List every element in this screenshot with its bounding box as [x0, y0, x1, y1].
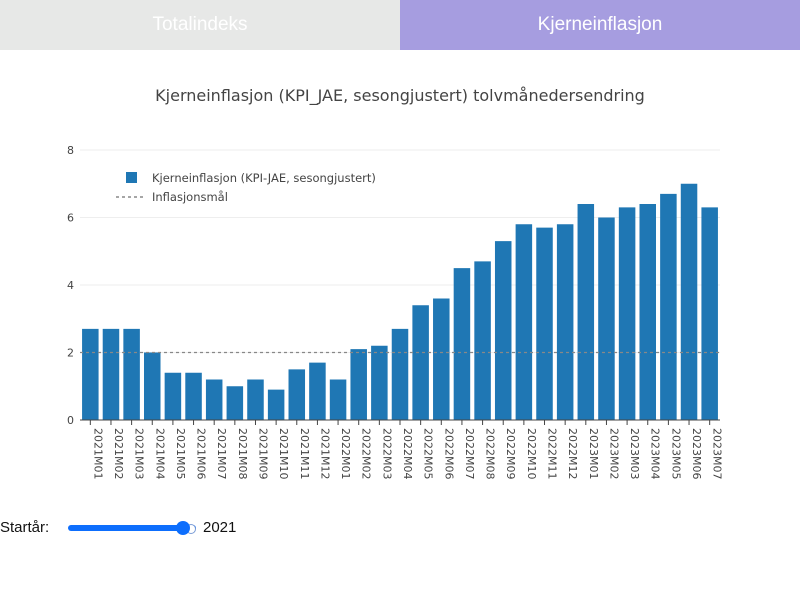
bar[interactable] — [102, 328, 120, 420]
x-tick-label: 2022M11 — [546, 428, 559, 479]
bar[interactable] — [433, 298, 450, 421]
x-tick-label: 2021M03 — [133, 428, 146, 479]
tab-kjerneinflasjon[interactable]: Kjerneinflasjon — [400, 0, 800, 50]
bar[interactable] — [474, 261, 491, 420]
bar[interactable] — [639, 204, 656, 420]
x-tick-label: 2022M09 — [504, 428, 517, 479]
bar[interactable] — [494, 241, 512, 420]
bar[interactable] — [185, 372, 202, 420]
bar[interactable] — [577, 204, 595, 420]
x-tick-label: 2023M07 — [711, 428, 724, 479]
bar[interactable] — [556, 224, 574, 420]
bar[interactable] — [701, 207, 718, 420]
bar[interactable] — [164, 372, 182, 420]
slider-track — [68, 525, 196, 531]
bar[interactable] — [660, 193, 677, 420]
bar[interactable] — [309, 362, 326, 420]
bar[interactable] — [123, 328, 140, 420]
bar[interactable] — [205, 379, 223, 421]
x-tick-label: 2023M02 — [607, 428, 620, 479]
x-tick-label: 2023M05 — [669, 428, 682, 479]
tab-bar: Totalindeks Kjerneinflasjon — [0, 0, 800, 50]
bar[interactable] — [536, 227, 553, 420]
bar[interactable] — [267, 389, 285, 420]
x-tick-label: 2022M06 — [442, 428, 455, 479]
x-tick-label: 2022M08 — [484, 428, 497, 479]
x-tick-label: 2022M03 — [380, 428, 393, 479]
y-tick-label: 4 — [67, 279, 74, 292]
legend-bar-label: Kjerneinflasjon (KPI-JAE, sesongjustert) — [152, 171, 376, 185]
x-tick-label: 2022M02 — [360, 428, 373, 479]
x-tick-label: 2021M10 — [277, 428, 290, 479]
x-tick-label: 2022M05 — [422, 428, 435, 479]
chart-title: Kjerneinflasjon (KPI_JAE, sesongjustert)… — [155, 86, 645, 106]
legend-bar-swatch — [126, 172, 137, 183]
x-tick-label: 2022M04 — [401, 428, 414, 479]
tab-totalindeks[interactable]: Totalindeks — [0, 0, 400, 50]
bar[interactable] — [288, 369, 306, 420]
bar[interactable] — [680, 183, 698, 420]
x-tick-label: 2021M07 — [215, 428, 228, 479]
x-tick-label: 2022M12 — [566, 428, 579, 479]
bar[interactable] — [350, 349, 367, 420]
x-tick-label: 2021M01 — [91, 428, 104, 479]
bar[interactable] — [391, 328, 409, 420]
x-tick-label: 2021M02 — [112, 428, 125, 479]
bar[interactable] — [618, 207, 636, 420]
y-tick-label: 6 — [67, 212, 74, 225]
x-tick-label: 2021M05 — [174, 428, 187, 479]
x-tick-label: 2021M08 — [236, 428, 249, 479]
start-year-slider[interactable] — [68, 518, 196, 538]
x-tick-label: 2021M04 — [153, 428, 166, 479]
controls: Startår: 2021 — [0, 515, 800, 541]
x-tick-label: 2023M06 — [690, 428, 703, 479]
bar[interactable] — [515, 224, 533, 420]
y-tick-label: 0 — [67, 414, 74, 427]
bar[interactable] — [412, 305, 429, 420]
legend[interactable]: Kjerneinflasjon (KPI-JAE, sesongjustert)… — [116, 171, 376, 204]
y-tick-label: 2 — [67, 347, 74, 360]
core-inflation-chart: Kjerneinflasjon (KPI_JAE, sesongjustert)… — [67, 86, 724, 479]
slider-thumb[interactable] — [176, 521, 190, 535]
x-tick-label: 2022M10 — [525, 428, 538, 479]
x-tick-label: 2023M01 — [587, 428, 600, 479]
bar[interactable] — [371, 345, 388, 420]
axes: 0 2 4 6 8 2021M01 2021M02 2021M03 2021M04 2021M05… — [67, 144, 724, 479]
x-tick-label: 2022M07 — [463, 428, 476, 479]
bars — [82, 183, 718, 421]
bar[interactable] — [144, 352, 161, 421]
x-tick-label: 2023M03 — [628, 428, 641, 479]
bar[interactable] — [453, 268, 471, 420]
x-tick-label: 2022M01 — [339, 428, 352, 479]
x-tick-label: 2021M09 — [256, 428, 269, 479]
y-tick-label: 8 — [67, 144, 74, 157]
x-tick-label: 2021M11 — [298, 428, 311, 479]
bar[interactable] — [329, 379, 347, 421]
x-tick-label: 2021M06 — [195, 428, 208, 479]
x-tick-label: 2021M12 — [318, 428, 331, 479]
x-tick-label: 2023M04 — [649, 428, 662, 479]
bar[interactable] — [226, 386, 244, 420]
legend-target-label: Inflasjonsmål — [152, 190, 228, 204]
bar[interactable] — [82, 328, 99, 420]
start-year-label: Startår: — [0, 519, 50, 536]
bar[interactable] — [598, 217, 615, 421]
bar[interactable] — [247, 379, 264, 421]
start-year-value: 2021 — [203, 519, 237, 536]
